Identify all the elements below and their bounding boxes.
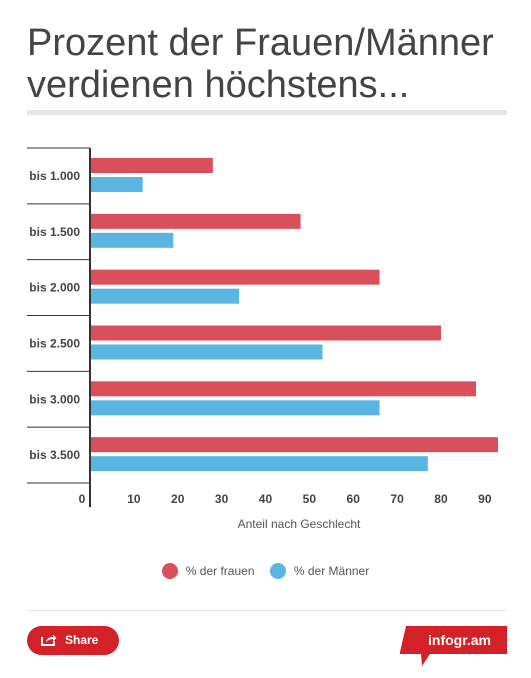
legend-dot-men bbox=[269, 563, 286, 579]
brand-flag-shape bbox=[400, 626, 507, 666]
legend-item-women[interactable]: % der frauen bbox=[161, 563, 255, 579]
chart-title: Prozent der Frauen/Männer verdienen höch… bbox=[27, 22, 494, 106]
bar-women bbox=[90, 269, 380, 285]
legend-label-women: % der frauen bbox=[185, 564, 255, 578]
bar-men bbox=[90, 232, 174, 248]
legend-item-men[interactable]: % der Männer bbox=[269, 563, 370, 579]
x-tick-label: 20 bbox=[171, 492, 185, 506]
bar-women bbox=[90, 158, 213, 173]
x-tick-label: 80 bbox=[434, 492, 448, 506]
legend: % der frauen % der Männer bbox=[0, 563, 531, 579]
footer-divider bbox=[27, 610, 507, 611]
x-axis-title: Anteil nach Geschlecht bbox=[238, 517, 361, 531]
share-label: Share bbox=[65, 633, 99, 647]
bar-women bbox=[90, 381, 477, 397]
x-tick-label: 60 bbox=[347, 492, 361, 506]
category-label: bis 2.500 bbox=[29, 336, 80, 350]
category-label: bis 1.000 bbox=[29, 169, 80, 183]
x-tick-label: 40 bbox=[259, 492, 273, 506]
share-button[interactable]: Share bbox=[27, 626, 119, 655]
bar-men bbox=[90, 344, 323, 360]
infogram-logo[interactable]: infogr.am bbox=[400, 626, 507, 666]
bar-men bbox=[90, 456, 428, 472]
category-label: bis 1.500 bbox=[29, 225, 80, 239]
category-label: bis 3.000 bbox=[29, 392, 80, 406]
bar-men bbox=[90, 400, 380, 416]
category-label: bis 2.000 bbox=[29, 281, 80, 295]
category-label: bis 3.500 bbox=[29, 448, 80, 462]
brand-label: infogr.am bbox=[428, 632, 492, 648]
bar-women bbox=[90, 437, 498, 453]
bar-women bbox=[90, 213, 301, 229]
legend-label-men: % der Männer bbox=[293, 564, 370, 578]
bar-men bbox=[90, 288, 240, 304]
x-tick-label: 10 bbox=[127, 492, 141, 506]
share-icon bbox=[41, 634, 57, 646]
title-divider bbox=[27, 110, 507, 115]
bar-women bbox=[90, 325, 441, 341]
legend-dot-women bbox=[161, 563, 178, 579]
x-tick-label: 50 bbox=[303, 492, 317, 506]
bar-men bbox=[90, 177, 143, 192]
x-tick-label: 0 bbox=[79, 492, 86, 506]
x-tick-label: 70 bbox=[390, 492, 404, 506]
bar-chart: bis 1.000 bis 1.500 bis 2.000 bis 2.500 bis … bbox=[27, 147, 498, 531]
x-tick-label: 30 bbox=[215, 492, 229, 506]
x-tick-label: 90 bbox=[478, 492, 492, 506]
